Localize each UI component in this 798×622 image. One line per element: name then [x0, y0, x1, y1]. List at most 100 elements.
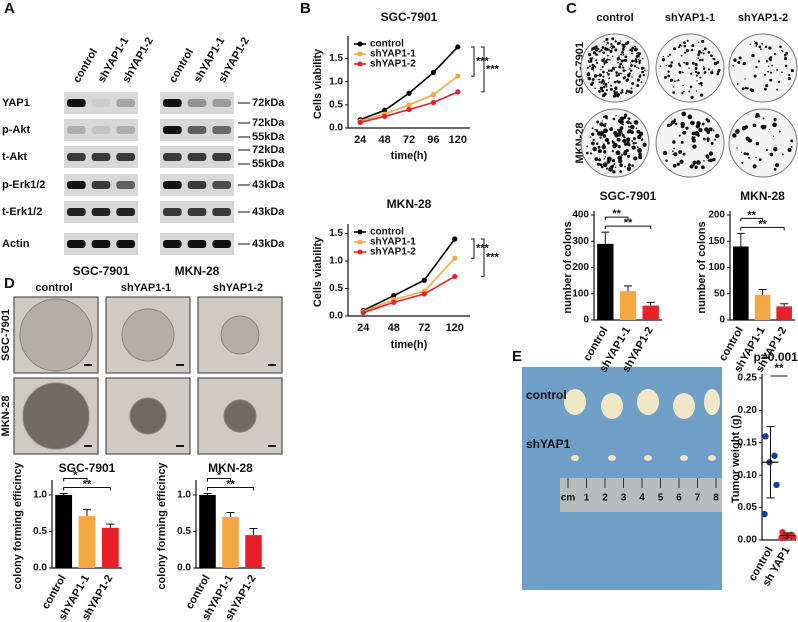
colony-dot: [694, 67, 698, 70]
tumor-small: [708, 455, 716, 461]
colony-dot: [673, 147, 675, 150]
colony-dot: [590, 82, 594, 86]
colony-dot: [616, 129, 619, 131]
y-tick-label: 200: [572, 262, 589, 273]
colony-dot: [699, 76, 702, 79]
significance-label: **: [83, 478, 92, 490]
colony-dot: [682, 84, 685, 87]
colony-dot: [608, 167, 613, 172]
colony-dot: [612, 55, 614, 58]
bar: [78, 516, 96, 568]
sphere: [223, 399, 257, 433]
colony-dot: [709, 158, 713, 163]
colony-dot: [615, 150, 621, 156]
ruler-number: 6: [676, 493, 682, 504]
colony-dot: [602, 162, 608, 168]
y-tick-label: 0.25: [738, 373, 758, 384]
colony-dot: [742, 63, 744, 66]
y-tick-label: 1.5: [329, 228, 343, 239]
colony-dot: [702, 137, 706, 141]
colony-dot: [627, 126, 630, 128]
colony-dot: [690, 72, 693, 75]
significance-bracket: [604, 216, 629, 221]
data-point: [455, 44, 461, 50]
colony-dot: [617, 61, 619, 64]
colony-dot: [611, 158, 616, 163]
colony-dot: [690, 120, 695, 126]
blot-row-label: YAP1: [2, 97, 30, 109]
colony-dot: [623, 76, 626, 79]
x-axis-label: time(h): [391, 150, 428, 162]
colony-dot: [624, 165, 626, 168]
chart-title: MKN-28: [208, 461, 253, 475]
colony-dot: [631, 59, 634, 63]
colony-dot: [602, 134, 607, 138]
colony-dot: [696, 160, 701, 165]
colony-dot: [596, 162, 600, 166]
colony-dot: [602, 51, 605, 54]
colony-dot: [736, 147, 738, 149]
colony-dot: [637, 54, 640, 58]
colony-dot: [621, 59, 624, 62]
colony-dot: [627, 117, 631, 120]
colony-row-label: SGC-7901: [574, 42, 586, 94]
colony-dot: [746, 87, 749, 90]
colony-dot: [746, 152, 750, 156]
significance-bracket: [481, 46, 485, 93]
colony-dot: [619, 58, 622, 61]
blot-band: [67, 153, 86, 161]
colony-dot: [626, 120, 631, 124]
colony-dot: [713, 58, 716, 61]
blot-band: [163, 181, 182, 189]
colony-dot: [670, 124, 672, 127]
x-tick-label: 120: [446, 322, 464, 334]
colony-dot: [636, 66, 638, 69]
chart-title: SGC-7901: [600, 189, 657, 203]
ruler-number: 8: [713, 493, 719, 504]
significance-label: ***: [486, 252, 500, 264]
sphere-row-label: MKN-28: [0, 396, 12, 437]
colony-dot: [607, 82, 610, 84]
colony-dot: [594, 157, 599, 162]
colony-dot: [629, 68, 631, 70]
data-point: [771, 452, 778, 459]
colony-dot: [601, 120, 603, 122]
colony-dot: [597, 149, 602, 154]
colony-dot: [707, 68, 710, 71]
significance-bracket: [207, 486, 254, 491]
data-point: [430, 92, 436, 98]
colony-dot: [680, 54, 683, 57]
colony-dot: [669, 64, 673, 68]
colony-dot: [697, 57, 700, 60]
colony-dot: [603, 82, 605, 85]
colony-dot: [607, 141, 610, 145]
blot-band: [187, 153, 207, 161]
colony-dot: [784, 57, 788, 61]
colony-dot: [603, 41, 605, 43]
colony-dot: [694, 165, 698, 169]
colony-dot: [625, 89, 629, 93]
colony-dot: [673, 118, 677, 121]
colony-dot: [641, 70, 644, 74]
colony-dot: [703, 47, 707, 51]
colony-dot: [613, 92, 617, 96]
colony-dot: [744, 125, 749, 129]
tumor: [564, 389, 586, 415]
colony-dot: [625, 92, 627, 95]
colony-dot: [595, 61, 599, 64]
significance-bracket: [740, 226, 785, 231]
colony-dot: [685, 49, 689, 53]
bar: [101, 527, 119, 568]
colony-dot: [586, 66, 589, 69]
colony-dot: [606, 156, 612, 162]
colony-dot: [609, 46, 611, 48]
colony-dot: [742, 128, 744, 130]
colony-dot: [614, 133, 619, 138]
colony-dot: [760, 48, 762, 50]
colony-dot: [710, 54, 713, 58]
ruler-number: 2: [602, 493, 608, 504]
colony-dot: [593, 70, 595, 72]
y-tick-label: 100: [708, 262, 725, 273]
colony-dot: [637, 51, 640, 54]
colony-dot: [618, 80, 621, 84]
